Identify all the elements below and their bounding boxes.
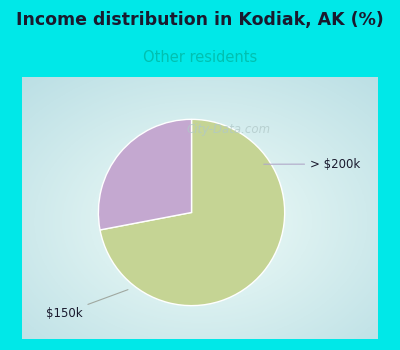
Text: > $200k: > $200k [264, 158, 360, 170]
Text: Other residents: Other residents [143, 50, 257, 65]
Text: Income distribution in Kodiak, AK (%): Income distribution in Kodiak, AK (%) [16, 11, 384, 29]
Wedge shape [98, 119, 192, 230]
Text: $150k: $150k [46, 290, 128, 320]
Text: City-Data.com: City-Data.com [186, 123, 270, 136]
Wedge shape [100, 119, 285, 306]
